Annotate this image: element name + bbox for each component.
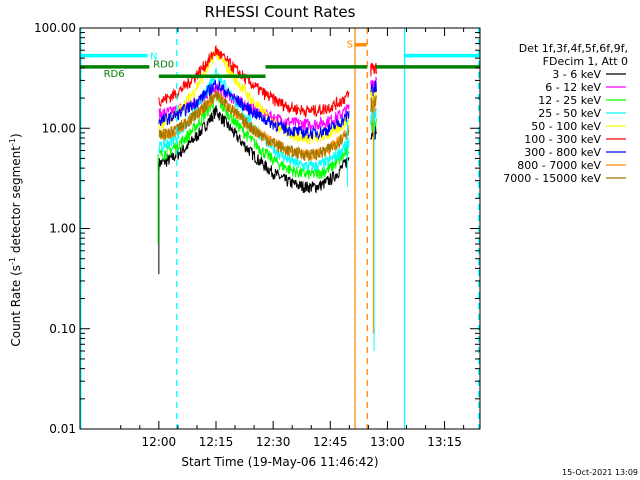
legend-label: 3 - 6 keV <box>552 68 601 81</box>
data-layer <box>157 44 377 351</box>
legend-label: 100 - 300 keV <box>524 133 601 146</box>
series-line-4 <box>158 49 350 145</box>
series-line-6 <box>158 78 350 141</box>
legend-label: 300 - 800 keV <box>524 146 601 159</box>
y-tick-label: 0.01 <box>49 422 76 436</box>
legend-label: 25 - 50 keV <box>538 107 601 120</box>
y-axis-label-sup: -1 <box>8 257 17 265</box>
series-line-5 <box>158 44 350 119</box>
y-tick-label: 10.00 <box>42 121 76 135</box>
legend-header: Det 1f,3f,4f,5f,6f,9f, <box>519 42 628 55</box>
x-tick-label: 12:00 <box>142 435 177 449</box>
chart-title: RHESSI Count Rates <box>205 3 356 21</box>
legend-label: 12 - 25 keV <box>538 94 601 107</box>
x-tick-label: 12:30 <box>256 435 291 449</box>
y-tick-label: 0.10 <box>49 322 76 336</box>
x-tick-label: 13:00 <box>370 435 405 449</box>
y-axis-label: Count Rate (s-1 detector segment-1) <box>8 133 23 346</box>
series-burst-6 <box>370 80 377 97</box>
y-tick-label: 1.00 <box>49 222 76 236</box>
flag-label-s: S <box>347 40 353 51</box>
axis-layer: 12:00 12:15 12:30 12:45 13:00 13:15 100.00 10.0… <box>34 21 480 449</box>
x-tick-label: 12:45 <box>313 435 348 449</box>
series-line-0 <box>158 105 350 194</box>
series-line-8 <box>158 90 350 162</box>
y-axis-label-end: ) <box>9 133 23 138</box>
x-tick-label: 13:15 <box>427 435 462 449</box>
y-tick-label: 100.00 <box>34 21 76 35</box>
flag-label-rd0: RD0 <box>153 60 174 71</box>
x-axis-label: Start Time (19-May-06 11:46:42) <box>181 455 378 469</box>
y-axis-label-rest: detector segment <box>9 146 23 257</box>
legend-label: 50 - 100 keV <box>531 120 601 133</box>
legend-label: 6 - 12 keV <box>545 81 601 94</box>
legend: Det 1f,3f,4f,5f,6f,9f,FDecim 1, Att 03 -… <box>503 42 628 185</box>
flag-label-rd6: RD6 <box>104 69 125 80</box>
footer-timestamp: 15-Oct-2021 13:09 <box>562 468 638 477</box>
y-axis-label-sup2: -1 <box>8 138 17 146</box>
legend-header: FDecim 1, Att 0 <box>543 55 628 68</box>
legend-label: 800 - 7000 keV <box>517 159 601 172</box>
legend-label: 7000 - 15000 keV <box>503 172 601 185</box>
series-burst-5 <box>370 62 377 77</box>
flag-label-n: N <box>150 52 157 63</box>
x-tick-label: 12:15 <box>199 435 234 449</box>
y-axis-label-main: Count Rate (s <box>9 265 23 347</box>
